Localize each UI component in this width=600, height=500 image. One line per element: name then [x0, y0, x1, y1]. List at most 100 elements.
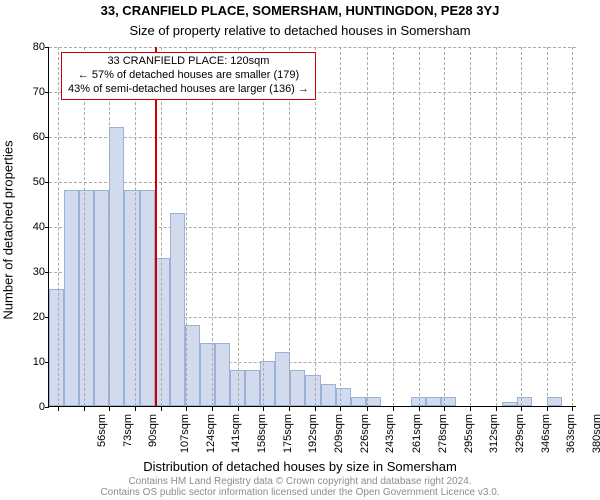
grid-line-vertical [315, 47, 316, 406]
x-tick [393, 407, 394, 411]
grid-line-vertical [572, 47, 573, 406]
y-tick [45, 227, 49, 228]
x-tick [315, 407, 316, 411]
histogram-bar [336, 388, 351, 406]
x-tick-label: 363sqm [565, 414, 577, 453]
histogram-bar [351, 397, 366, 406]
grid-line-vertical [263, 47, 264, 406]
y-axis-label: Number of detached properties [1, 140, 16, 319]
x-tick-label: 346sqm [540, 414, 552, 453]
grid-line-vertical [238, 47, 239, 406]
chart-subtitle: Size of property relative to detached ho… [0, 23, 600, 38]
x-tick [547, 407, 548, 411]
grid-line-vertical [470, 47, 471, 406]
x-tick [58, 407, 59, 411]
x-tick-label: 73sqm [122, 414, 134, 447]
grid-line-vertical [186, 47, 187, 406]
chart-caption: Contains HM Land Registry data © Crown c… [0, 476, 600, 498]
histogram-bar [170, 213, 185, 407]
x-tick [340, 407, 341, 411]
x-tick [521, 407, 522, 411]
y-tick [45, 407, 49, 408]
x-tick [367, 407, 368, 411]
x-tick [572, 407, 573, 411]
x-tick [444, 407, 445, 411]
histogram-bar [321, 384, 336, 407]
histogram-bar [502, 402, 517, 407]
y-tick-label: 0 [19, 401, 45, 413]
x-tick-label: 295sqm [463, 414, 475, 453]
histogram-bar [79, 190, 94, 406]
histogram-bar [517, 397, 532, 406]
histogram-bar [305, 375, 320, 407]
x-tick [289, 407, 290, 411]
x-tick [496, 407, 497, 411]
y-tick [45, 47, 49, 48]
y-tick-label: 10 [19, 356, 45, 368]
y-tick [45, 137, 49, 138]
grid-line-vertical [135, 47, 136, 406]
grid-line-vertical [84, 47, 85, 406]
x-tick-label: 107sqm [179, 414, 191, 453]
histogram-bar [290, 370, 305, 406]
grid-line-vertical [340, 47, 341, 406]
x-tick [84, 407, 85, 411]
grid-line-vertical [289, 47, 290, 406]
histogram-bar [547, 397, 562, 406]
x-tick-label: 261sqm [411, 414, 423, 453]
histogram-bar [155, 258, 170, 407]
histogram-bar [94, 190, 109, 406]
histogram-bar [109, 127, 124, 406]
x-tick-label: 243sqm [384, 414, 396, 453]
histogram-bar [245, 370, 260, 406]
y-tick-label: 70 [19, 86, 45, 98]
grid-line-vertical [496, 47, 497, 406]
grid-line-horizontal [49, 182, 576, 183]
y-tick [45, 92, 49, 93]
x-tick [470, 407, 471, 411]
x-tick-label: 192sqm [307, 414, 319, 453]
plot-area: 0102030405060708056sqm73sqm90sqm107sqm12… [48, 47, 576, 407]
grid-line-vertical [547, 47, 548, 406]
x-tick-label: 226sqm [359, 414, 371, 453]
histogram-bar [215, 343, 230, 406]
histogram-bar [426, 397, 441, 406]
x-tick-label: 141sqm [230, 414, 242, 453]
x-tick-label: 175sqm [282, 414, 294, 453]
grid-line-horizontal [49, 137, 576, 138]
marker-line [155, 47, 157, 406]
grid-line-vertical [367, 47, 368, 406]
grid-line-vertical [109, 47, 110, 406]
x-tick-label: 124sqm [205, 414, 217, 453]
grid-line-vertical [58, 47, 59, 406]
x-tick-label: 329sqm [514, 414, 526, 453]
x-tick [186, 407, 187, 411]
x-tick-label: 312sqm [488, 414, 500, 453]
x-tick-label: 380sqm [591, 414, 600, 453]
x-tick [161, 407, 162, 411]
x-axis-label: Distribution of detached houses by size … [0, 459, 600, 474]
annotation-line: ← 57% of detached houses are smaller (17… [68, 69, 309, 83]
x-tick [135, 407, 136, 411]
grid-line-vertical [161, 47, 162, 406]
histogram-bar [140, 190, 155, 406]
y-tick-label: 40 [19, 221, 45, 233]
histogram-bar [64, 190, 79, 406]
y-tick-label: 50 [19, 176, 45, 188]
x-tick-label: 209sqm [333, 414, 345, 453]
x-tick [238, 407, 239, 411]
x-tick [419, 407, 420, 411]
page-title: 33, CRANFIELD PLACE, SOMERSHAM, HUNTINGD… [0, 3, 600, 18]
annotation-line: 43% of semi-detached houses are larger (… [68, 83, 309, 97]
histogram-bar [124, 190, 139, 406]
grid-line-horizontal [49, 47, 576, 48]
y-tick-label: 20 [19, 311, 45, 323]
grid-line-vertical [393, 47, 394, 406]
x-tick [109, 407, 110, 411]
x-tick [263, 407, 264, 411]
y-tick [45, 272, 49, 273]
x-tick-label: 56sqm [96, 414, 108, 447]
annotation-box: 33 CRANFIELD PLACE: 120sqm← 57% of detac… [61, 52, 316, 100]
grid-line-vertical [444, 47, 445, 406]
histogram-bar [49, 289, 64, 406]
